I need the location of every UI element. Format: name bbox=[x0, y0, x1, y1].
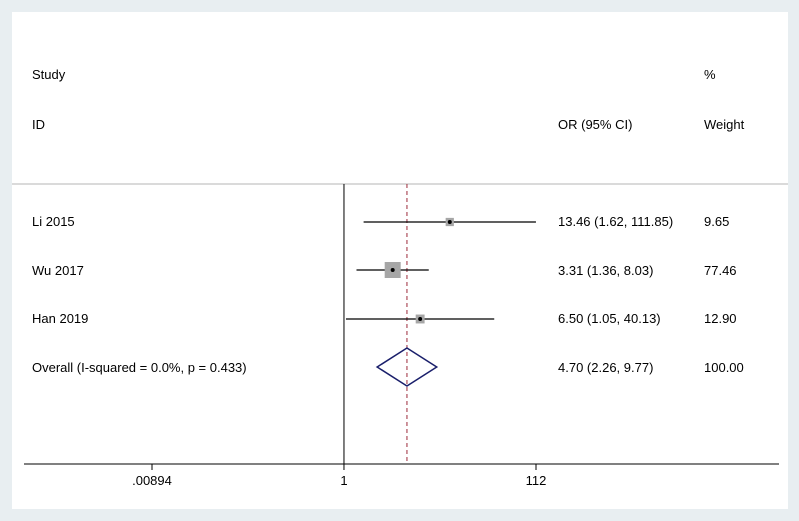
study-row: Wu 2017 3.31 (1.36, 8.03) 77.46 bbox=[32, 262, 737, 278]
header-study: Study bbox=[32, 67, 66, 82]
study-row: Han 2019 6.50 (1.05, 40.13) 12.90 bbox=[32, 311, 737, 326]
header-id: ID bbox=[32, 117, 45, 132]
overall-ci-text: 4.70 (2.26, 9.77) bbox=[558, 360, 653, 375]
header-effect: OR (95% CI) bbox=[558, 117, 632, 132]
x-tick-label: 1 bbox=[340, 473, 347, 488]
forest-plot: Study ID OR (95% CI) % Weight Li 2015 13… bbox=[12, 67, 788, 488]
x-tick-label: 112 bbox=[526, 473, 547, 488]
study-weight: 77.46 bbox=[704, 263, 737, 278]
study-row: Li 2015 13.46 (1.62, 111.85) 9.65 bbox=[32, 214, 729, 229]
study-ci-text: 3.31 (1.36, 8.03) bbox=[558, 263, 653, 278]
overall-row: Overall (I-squared = 0.0%, p = 0.433) 4.… bbox=[32, 347, 744, 387]
point-estimate bbox=[447, 220, 452, 224]
study-weight: 12.90 bbox=[704, 311, 737, 326]
plot-frame: Study ID OR (95% CI) % Weight Li 2015 13… bbox=[12, 12, 788, 509]
study-ci-text: 6.50 (1.05, 40.13) bbox=[558, 311, 661, 326]
header-weight-percent: % bbox=[704, 67, 716, 82]
overall-weight: 100.00 bbox=[704, 360, 744, 375]
study-ci-text: 13.46 (1.62, 111.85) bbox=[558, 214, 673, 229]
study-weight: 9.65 bbox=[704, 214, 729, 229]
point-estimate bbox=[418, 317, 423, 321]
x-tick-label: .00894 bbox=[132, 473, 172, 488]
study-label: Wu 2017 bbox=[32, 263, 84, 278]
point-estimate bbox=[390, 268, 395, 272]
overall-label: Overall (I-squared = 0.0%, p = 0.433) bbox=[32, 360, 247, 375]
study-label: Li 2015 bbox=[32, 214, 75, 229]
overall-diamond bbox=[375, 347, 439, 387]
header-weight: Weight bbox=[704, 117, 745, 132]
study-label: Han 2019 bbox=[32, 311, 88, 326]
x-tick-group: .00894 1 112 bbox=[132, 464, 546, 488]
